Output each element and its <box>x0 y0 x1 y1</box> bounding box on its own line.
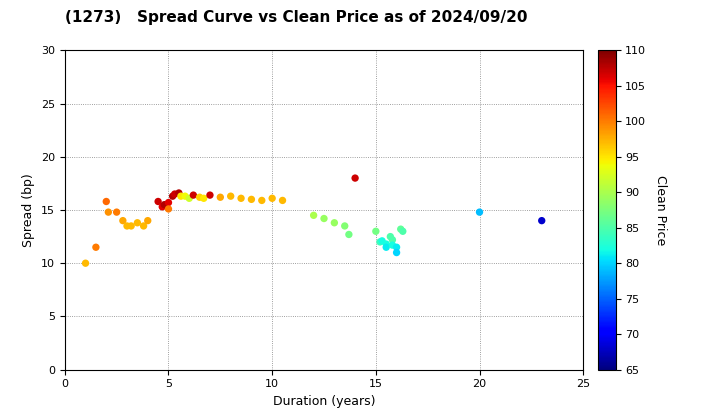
Point <box>349 175 361 181</box>
Point <box>169 191 181 197</box>
Point <box>167 193 179 199</box>
Point <box>536 217 547 224</box>
Point <box>276 197 288 204</box>
Y-axis label: Clean Price: Clean Price <box>654 175 667 245</box>
Point <box>387 242 398 249</box>
Point <box>163 199 174 206</box>
Point <box>380 241 392 247</box>
Point <box>163 205 174 212</box>
Point <box>308 212 320 219</box>
Point <box>156 203 168 210</box>
Point <box>380 244 392 251</box>
Point <box>391 249 402 256</box>
Point <box>391 244 402 251</box>
Point <box>188 192 199 199</box>
Point <box>474 209 485 215</box>
Point <box>173 189 184 196</box>
Point <box>215 194 226 201</box>
Point <box>138 223 149 229</box>
Point <box>377 237 388 244</box>
Point <box>80 260 91 267</box>
Point <box>374 239 386 245</box>
Point <box>158 201 170 208</box>
Point <box>246 196 257 203</box>
Point <box>153 198 164 205</box>
Point <box>387 236 398 243</box>
Point <box>179 193 191 199</box>
Point <box>266 195 278 202</box>
Point <box>370 228 382 235</box>
Point <box>142 217 153 224</box>
Point <box>117 217 129 224</box>
Point <box>328 219 340 226</box>
Text: (1273)   Spread Curve vs Clean Price as of 2024/09/20: (1273) Spread Curve vs Clean Price as of… <box>65 10 527 25</box>
Point <box>384 233 396 240</box>
Point <box>397 228 408 235</box>
Point <box>121 223 132 229</box>
Point <box>111 209 122 215</box>
Point <box>395 226 407 233</box>
Point <box>102 209 114 215</box>
Point <box>339 223 351 229</box>
Point <box>225 193 236 199</box>
Point <box>256 197 268 204</box>
Point <box>90 244 102 251</box>
Y-axis label: Spread (bp): Spread (bp) <box>22 173 35 247</box>
Point <box>132 219 143 226</box>
Point <box>204 192 216 199</box>
X-axis label: Duration (years): Duration (years) <box>273 395 375 408</box>
Point <box>198 195 210 202</box>
Point <box>184 195 195 202</box>
Point <box>101 198 112 205</box>
Point <box>318 215 330 222</box>
Point <box>194 194 205 201</box>
Point <box>343 231 355 238</box>
Point <box>125 223 137 229</box>
Point <box>235 195 247 202</box>
Point <box>175 193 186 199</box>
